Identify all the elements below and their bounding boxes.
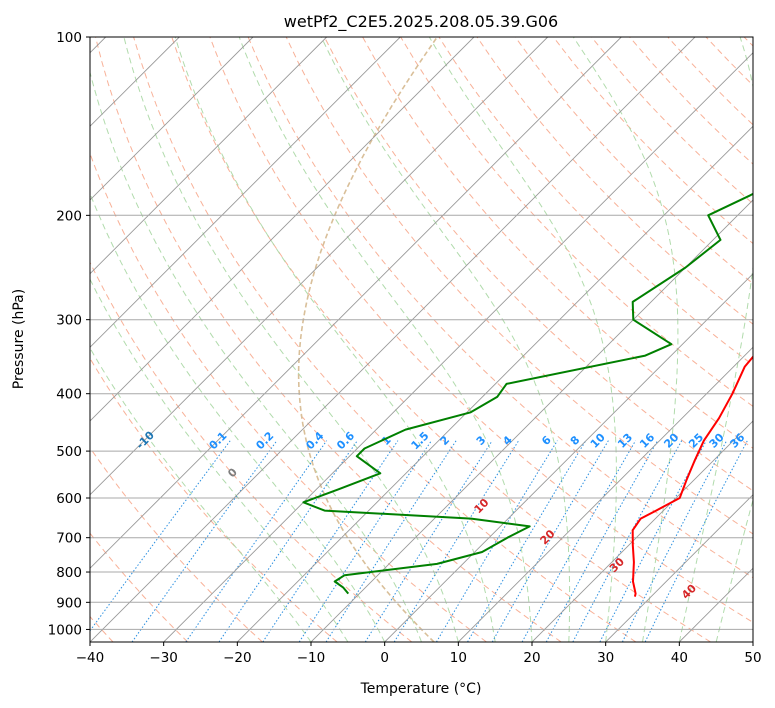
x-tick-label: −40 xyxy=(76,650,105,666)
x-tick-label: 10 xyxy=(450,650,467,666)
x-tick-label: −20 xyxy=(223,650,252,666)
isotherm-line xyxy=(90,37,475,422)
mixing-ratio-line xyxy=(298,440,432,642)
moist-adiabat xyxy=(123,37,459,642)
axis-ticks: −40 −30 −20 −10 0 10 20 30 40 50 100 200 300 400 500 60… xyxy=(48,30,762,666)
isotherm-line xyxy=(90,37,622,569)
x-tick-label: −10 xyxy=(297,650,326,666)
y-tick-label: 300 xyxy=(56,313,82,329)
y-tick-label: 900 xyxy=(56,595,82,611)
mixing-ratio-line xyxy=(621,440,728,642)
tan-curve xyxy=(297,37,438,642)
dry-adiabat xyxy=(247,37,753,579)
isotherm-line xyxy=(605,494,753,642)
y-tick-label: 800 xyxy=(56,565,82,581)
dry-adiabat xyxy=(90,446,263,642)
mixing-ratio-line xyxy=(262,440,399,642)
moist-adiabat xyxy=(320,37,571,642)
y-tick-label: 200 xyxy=(56,208,82,224)
isotherm-line xyxy=(90,37,549,496)
x-axis-label: Temperature (°C) xyxy=(360,681,482,697)
moist-adiabat xyxy=(678,37,753,642)
x-tick-label: 50 xyxy=(744,650,761,666)
mixing-ratio-line xyxy=(185,440,328,642)
dry-adiabat xyxy=(323,37,753,492)
mixing-ratio-line xyxy=(491,440,609,642)
dry-adiabat xyxy=(171,37,711,642)
y-tick-label: 400 xyxy=(56,387,82,403)
isotherm-line xyxy=(236,125,753,642)
x-tick-label: 0 xyxy=(380,650,389,666)
mixing-ratio-line xyxy=(325,440,457,642)
isotherm-line xyxy=(310,199,753,642)
isotherm-line xyxy=(163,52,753,642)
moist-adiabat xyxy=(90,70,422,642)
moist-adiabat xyxy=(238,37,533,642)
mixing-ratio-line xyxy=(467,440,587,642)
isotherm-line xyxy=(90,37,328,275)
temperature-profile xyxy=(631,355,753,597)
moist-adiabat xyxy=(90,278,349,642)
moist-adiabat xyxy=(428,37,617,642)
x-tick-label: 40 xyxy=(671,650,688,666)
moist-adiabat xyxy=(715,497,753,642)
x-tick-label: 20 xyxy=(523,650,540,666)
moist-adiabat xyxy=(174,37,496,642)
isotherm-line xyxy=(90,37,401,348)
y-tick-label: 1000 xyxy=(48,622,82,638)
x-tick-label: 30 xyxy=(597,650,614,666)
isotherm-line xyxy=(457,346,753,642)
y-axis-label: Pressure (hPa) xyxy=(11,289,27,389)
mixing-ratio-line xyxy=(572,440,683,642)
dry-adiabat xyxy=(95,37,562,642)
y-tick-label: 600 xyxy=(56,491,82,507)
mixing-ratio-line xyxy=(435,440,558,642)
moist-adiabat xyxy=(572,37,679,642)
x-tick-label: −30 xyxy=(149,650,178,666)
dewpoint-profile xyxy=(302,192,753,595)
mixing-ratio-line xyxy=(364,440,493,642)
y-tick-label: 100 xyxy=(56,30,82,46)
y-tick-label: 500 xyxy=(56,444,82,460)
isotherm-line xyxy=(90,37,696,642)
y-tick-label: 700 xyxy=(56,531,82,547)
chart-title: wetPf2_C2E5.2025.208.05.39.G06 xyxy=(284,12,558,32)
dry-adiabat xyxy=(90,261,413,642)
dry-adiabat xyxy=(90,357,338,642)
dry-adiabat xyxy=(514,37,753,285)
dry-adiabat xyxy=(209,37,753,623)
plot-area: -100-90-80-70-60-50-40-30-20-1000.10.20.… xyxy=(90,37,753,642)
isotherm-line xyxy=(384,273,753,642)
moist-adiabat xyxy=(90,192,386,642)
mixing-ratio-line xyxy=(218,440,358,642)
mixing-ratio-line xyxy=(599,440,707,642)
plot-frame xyxy=(89,36,754,643)
isotherm-line xyxy=(90,37,254,201)
